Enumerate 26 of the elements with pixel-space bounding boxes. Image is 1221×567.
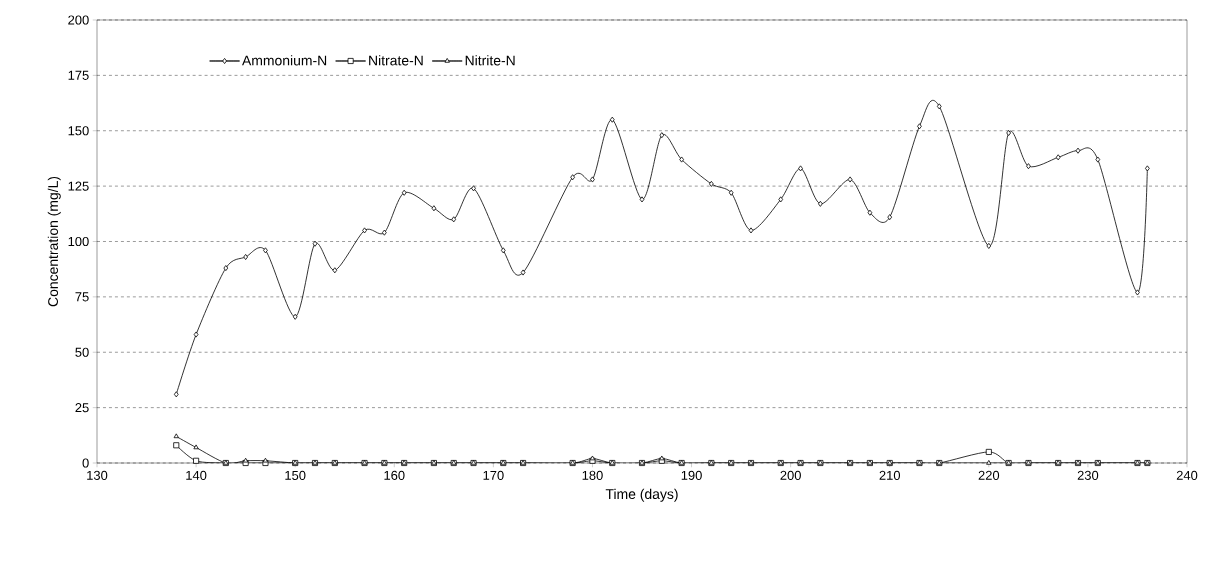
x-tick-label: 170: [483, 470, 504, 480]
y-tick-label: 75: [75, 292, 89, 302]
x-tick-label: 180: [582, 470, 603, 480]
y-tick-label: 200: [68, 15, 89, 25]
x-tick-label: 150: [285, 470, 306, 480]
legend-label: Nitrate-N: [369, 55, 423, 66]
y-tick-label: 150: [68, 126, 89, 136]
y-tick-label: 100: [68, 236, 89, 247]
y-tick-label: 125: [68, 181, 89, 191]
legend-label: Ammonium-N: [242, 55, 327, 66]
x-tick-label: 200: [780, 470, 801, 480]
x-axis-title: Time (days): [605, 488, 678, 502]
x-tick-label: 210: [879, 470, 901, 480]
y-axis-title: Concentration (mg/L): [47, 176, 61, 307]
x-tick-label: 160: [384, 470, 405, 480]
x-tick-label: 230: [1077, 470, 1099, 480]
y-tick-label: 50: [75, 347, 89, 357]
y-tick-label: 175: [68, 70, 89, 80]
x-tick-label: 240: [1176, 470, 1198, 480]
legend-label: Nitrite-N: [465, 55, 515, 66]
x-tick-label: 130: [87, 470, 108, 480]
x-tick-label: 190: [681, 470, 702, 480]
x-tick-label: 140: [186, 470, 207, 480]
y-tick-label: 0: [82, 458, 89, 468]
x-tick-label: 220: [978, 470, 1000, 480]
y-tick-label: 25: [75, 403, 89, 413]
